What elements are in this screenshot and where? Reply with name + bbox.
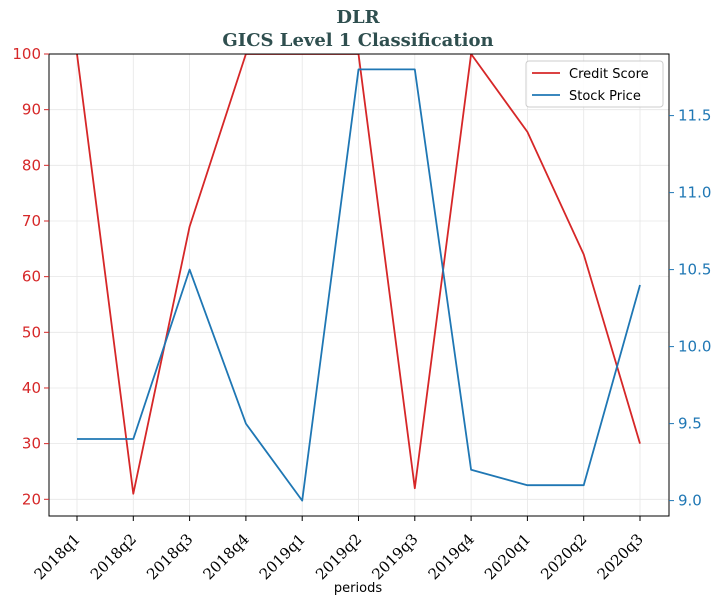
right-axis: 9.0 9.5 10.0 10.5 11.0 11.5	[669, 107, 711, 510]
grid	[49, 53, 669, 516]
plot-frame	[48, 53, 670, 517]
left-tick-label: 60	[22, 268, 41, 286]
legend-label: Credit Score	[569, 67, 649, 82]
left-tick-label: 40	[22, 379, 41, 397]
left-tick-label: 100	[12, 45, 41, 63]
legend-box	[525, 60, 664, 108]
right-tick-label: 11.5	[678, 107, 711, 125]
left-tick-label: 90	[22, 101, 41, 119]
right-tick-label: 11.0	[678, 184, 711, 202]
right-tick-label: 9.5	[678, 415, 702, 433]
right-tick-label: 9.0	[678, 492, 702, 510]
x-tick-label: 2018q3	[143, 530, 196, 583]
x-axis-label: periods	[334, 581, 382, 596]
left-tick-label: 30	[22, 435, 41, 453]
x-tick-label: 2019q1	[256, 530, 309, 583]
left-tick-label: 20	[22, 490, 41, 508]
x-tick-label: 2018q2	[87, 530, 140, 583]
chart-subtitle: GICS Level 1 Classification	[222, 30, 493, 51]
left-tick-label: 80	[22, 156, 41, 174]
left-tick-label: 70	[22, 212, 41, 230]
x-tick-label: 2018q4	[199, 530, 252, 583]
x-tick-label: 2020q2	[537, 530, 590, 583]
series-line-0	[76, 54, 641, 495]
legend-label: Stock Price	[569, 89, 641, 104]
x-tick-label: 2019q4	[425, 530, 478, 583]
right-tick-label: 10.0	[678, 338, 711, 356]
legend: Credit Score Stock Price	[525, 60, 664, 108]
x-tick-label: 2020q3	[594, 530, 647, 583]
left-axis: 20 30 40 50 60 70 80 90 100	[12, 45, 49, 508]
x-axis: 2018q1 2018q2 2018q3 2018q4 2019q1 2019q2 2019…	[31, 516, 647, 583]
right-tick-label: 10.5	[678, 261, 711, 279]
x-tick-label: 2020q1	[481, 530, 534, 583]
x-tick-label: 2019q3	[368, 530, 421, 583]
x-tick-label: 2018q1	[31, 530, 84, 583]
chart-title: DLR	[336, 7, 380, 28]
x-tick-label: 2019q2	[312, 530, 365, 583]
plot-lines	[76, 53, 641, 502]
left-tick-label: 50	[22, 323, 41, 341]
